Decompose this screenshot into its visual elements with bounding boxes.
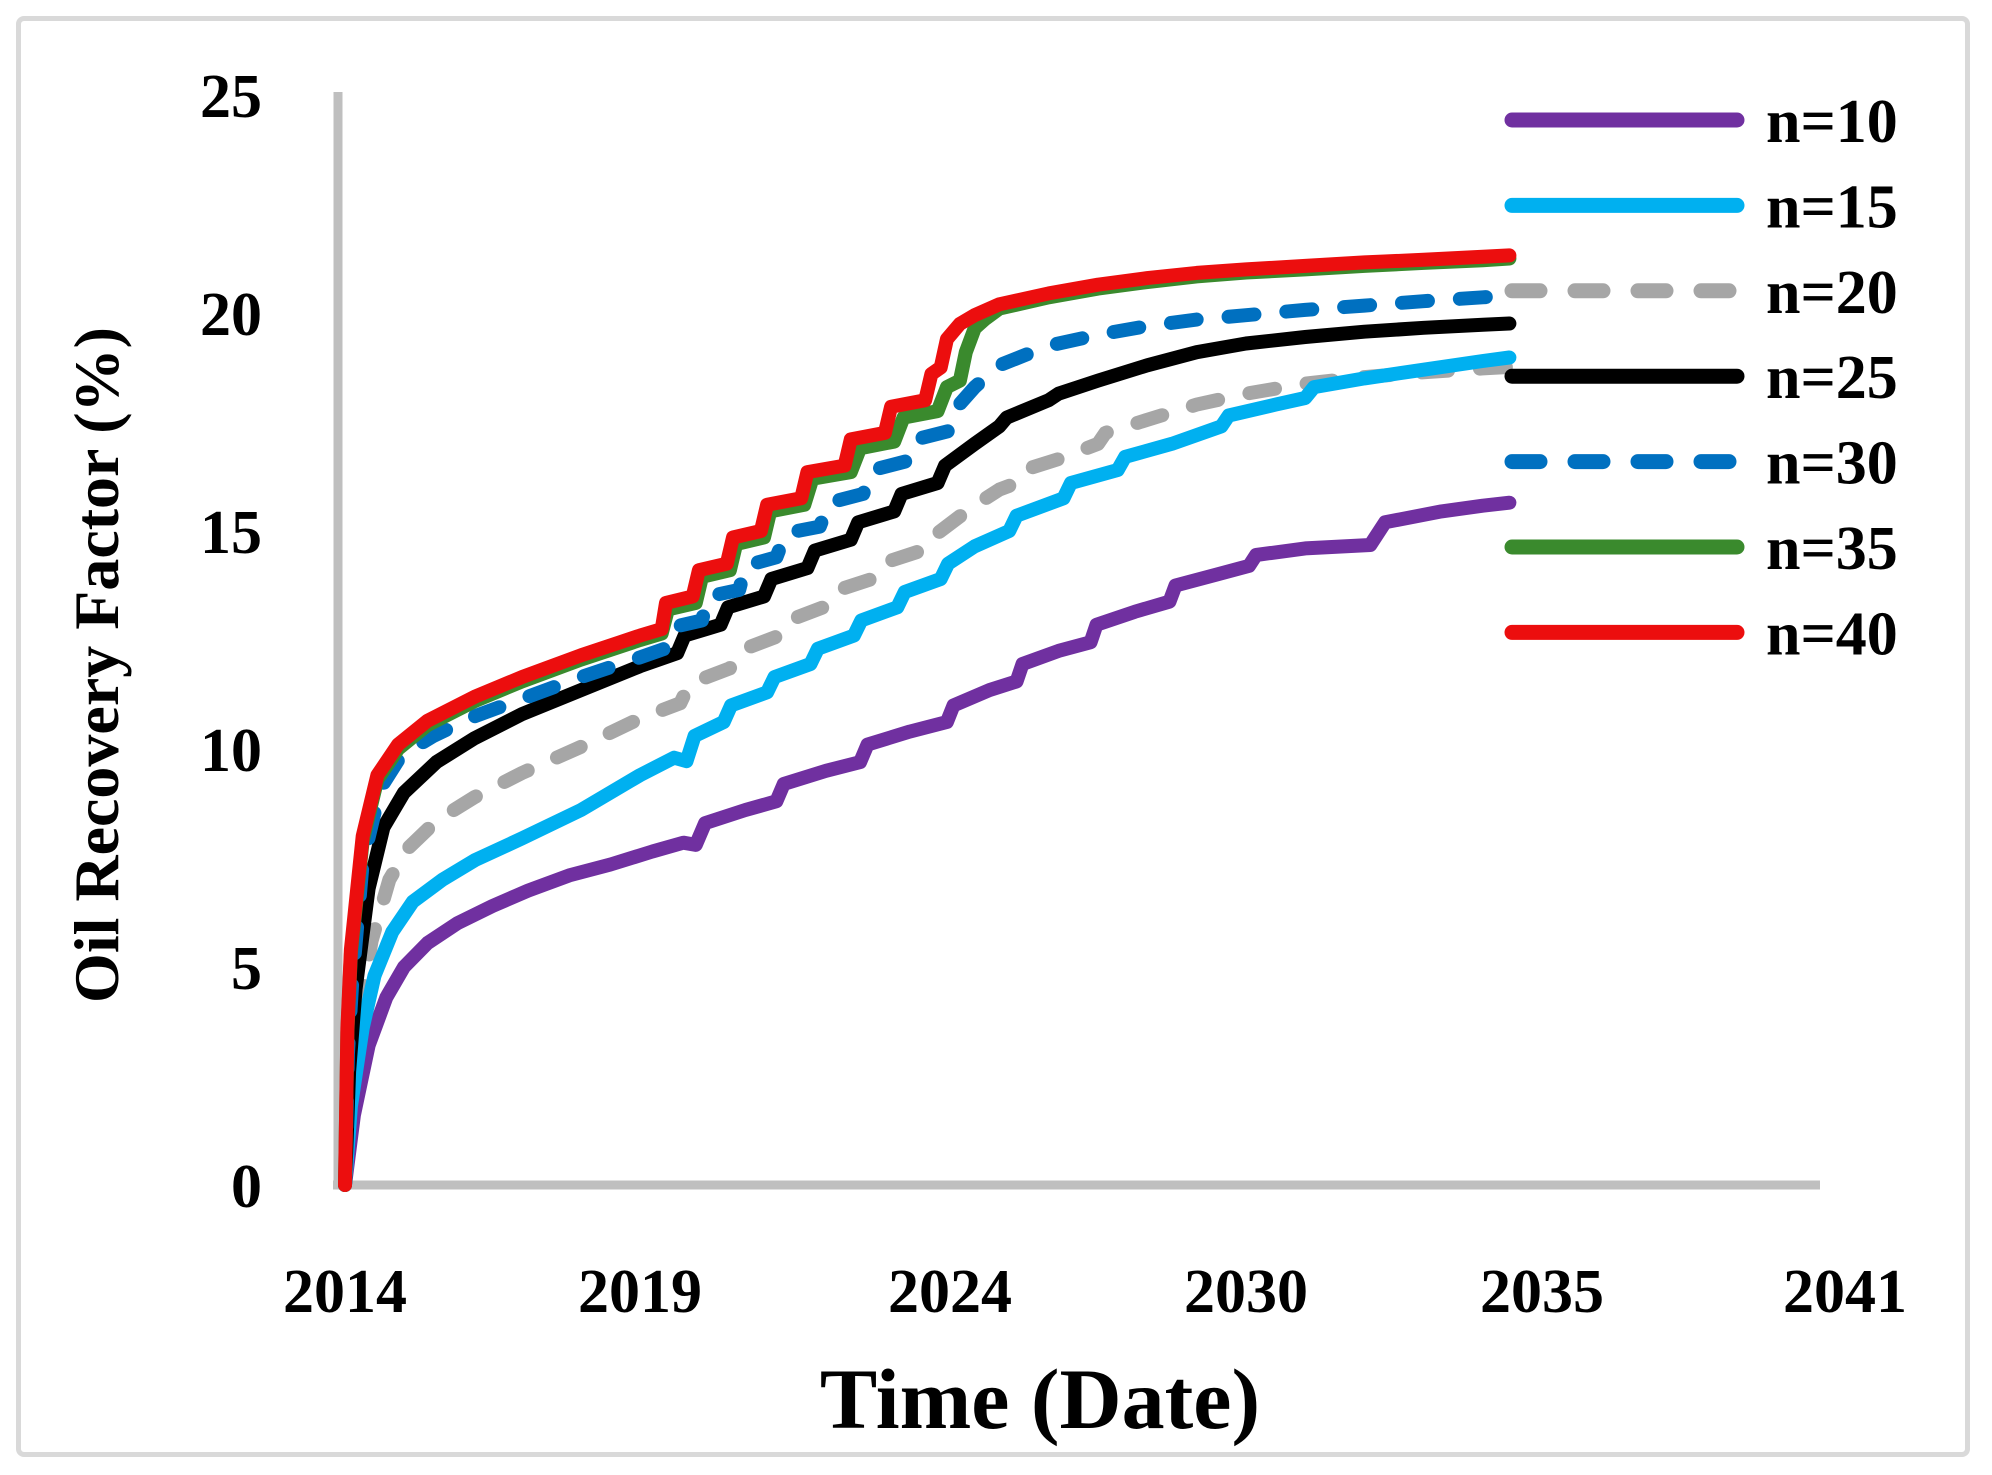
x-tick-label-2041: 2041 — [1783, 1258, 1907, 1326]
legend-item: n=30 — [1504, 430, 1898, 498]
legend-label-n-40: n=40 — [1766, 600, 1898, 668]
legend-item: n=35 — [1504, 515, 1898, 583]
legend-label-n-20: n=20 — [1766, 259, 1898, 327]
legend: n=10 n=15 n=20 n=25 n=30 n=35 n=40 — [1504, 88, 1898, 668]
y-tick-label-5: 5 — [231, 935, 262, 1003]
y-tick-label-0: 0 — [231, 1153, 262, 1221]
curve-n-25 — [338, 316, 1517, 1192]
y-tick-label-15: 15 — [200, 499, 262, 567]
x-tick-label-2030: 2030 — [1184, 1258, 1308, 1326]
legend-label-n-25: n=25 — [1766, 344, 1898, 412]
legend-label-n-15: n=15 — [1766, 173, 1898, 241]
legend-item: n=10 — [1504, 88, 1898, 156]
x-axis-title: Time (Date) — [820, 1351, 1260, 1447]
curve-n-40 — [338, 248, 1517, 1192]
y-tick-label-20: 20 — [200, 281, 262, 349]
curve-n-15 — [338, 350, 1517, 1192]
y-tick-label-10: 10 — [200, 717, 262, 785]
y-axis-title: Oil Recovery Factor (%) — [61, 327, 132, 1003]
curves-group — [338, 248, 1517, 1192]
x-tick-label-2014: 2014 — [283, 1258, 407, 1326]
legend-item: n=40 — [1504, 600, 1898, 668]
legend-item: n=25 — [1504, 344, 1898, 412]
curve-n-10 — [338, 495, 1517, 1192]
y-tick-label-25: 25 — [200, 63, 262, 131]
legend-item: n=20 — [1504, 259, 1898, 327]
axes — [333, 92, 1820, 1190]
x-tick-label-2019: 2019 — [578, 1258, 702, 1326]
legend-label-n-30: n=30 — [1766, 430, 1898, 498]
x-tick-label-2035: 2035 — [1480, 1258, 1604, 1326]
x-tick-labels: 2014 2019 2024 2030 2035 2041 — [283, 1258, 1907, 1326]
x-tick-label-2024: 2024 — [888, 1258, 1012, 1326]
y-tick-labels: 0 5 10 15 20 25 — [200, 63, 262, 1221]
curve-n-30 — [338, 288, 1514, 1192]
legend-label-n-35: n=35 — [1766, 515, 1898, 583]
curve-n-20 — [338, 360, 1514, 1192]
legend-item: n=15 — [1504, 173, 1898, 241]
legend-label-n-10: n=10 — [1766, 88, 1898, 156]
